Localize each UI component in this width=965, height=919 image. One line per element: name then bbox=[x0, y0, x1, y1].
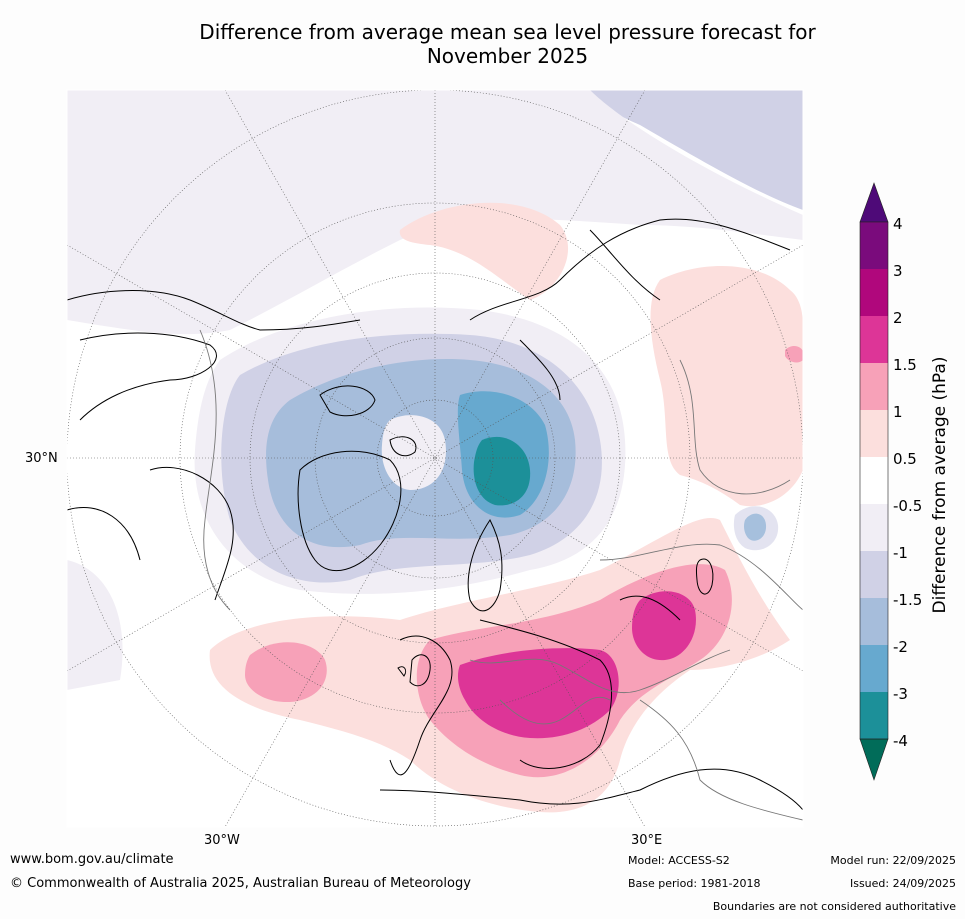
colorbar-segment-2-to-3 bbox=[860, 269, 888, 316]
anomaly-region-north-pacific-plus bbox=[399, 202, 569, 300]
coast-caspian bbox=[695, 558, 714, 595]
colorbar-segment-3-to-4 bbox=[860, 222, 888, 269]
colorbar-tick-minus2: -2 bbox=[893, 638, 908, 656]
map-plot-area bbox=[67, 90, 803, 827]
colorbar-tick-minus1.5: -1.5 bbox=[893, 591, 923, 609]
map-title: Difference from average mean sea level p… bbox=[0, 20, 965, 68]
anomaly-region-west-atlantic-light bbox=[67, 560, 123, 690]
colorbar-segment-minus3-to-minus4 bbox=[860, 692, 888, 739]
colorbar-segment-minus1-to-minus1.5 bbox=[860, 551, 888, 598]
colorbar-segment-0.5-to-1 bbox=[860, 410, 888, 457]
colorbar-segment-1.5-to-2 bbox=[860, 316, 888, 363]
colorbar-extend-bottom bbox=[859, 738, 889, 781]
longitude-label-30e: 30°E bbox=[631, 833, 663, 848]
anomaly-region-atlantic-plus1 bbox=[245, 642, 327, 703]
colorbar-tick-1: 1 bbox=[893, 403, 903, 421]
colorbar-segment-minus2-to-minus3 bbox=[860, 645, 888, 692]
graticule bbox=[67, 90, 803, 827]
model-run-date: Model run: 22/09/2025 bbox=[830, 854, 956, 867]
anomaly-region-central-asia-minus1 bbox=[733, 506, 779, 551]
longitude-label-30w: 30°W bbox=[204, 833, 240, 848]
title-line-2: November 2025 bbox=[426, 44, 589, 68]
colorbar-tick-4: 4 bbox=[893, 215, 903, 233]
anomaly-region-caspian-plus1.5 bbox=[632, 591, 696, 661]
colorbar-segment-minus0.5-to-minus1 bbox=[860, 504, 888, 551]
colorbar-segment-minus1.5-to-minus2 bbox=[860, 598, 888, 645]
anomaly-region-europe-plus1.5 bbox=[457, 648, 619, 739]
colorbar-tick-minus0.5: -0.5 bbox=[893, 497, 923, 515]
coast-british-isles bbox=[397, 654, 431, 687]
bom-climate-link[interactable]: www.bom.gov.au/climate bbox=[10, 852, 174, 867]
copyright-text: © Commonwealth of Australia 2025, Austra… bbox=[10, 876, 471, 891]
coast-greenland bbox=[297, 450, 402, 572]
anomaly-region-small-asia-plus bbox=[785, 345, 803, 363]
coast-africa-mideast bbox=[379, 768, 803, 811]
issued-date: Issued: 24/09/2025 bbox=[849, 877, 956, 890]
anomaly-region-northeast-pacific bbox=[590, 90, 803, 210]
coast-siberia bbox=[469, 218, 791, 401]
country-borders bbox=[199, 329, 803, 821]
title-line-1: Difference from average mean sea level p… bbox=[199, 20, 816, 44]
colorbar-tick-1.5: 1.5 bbox=[893, 356, 917, 374]
colorbar bbox=[859, 182, 889, 781]
boundaries-disclaimer: Boundaries are not considered authoritat… bbox=[712, 900, 956, 913]
colorbar-tick-3: 3 bbox=[893, 262, 903, 280]
latitude-label-30n: 30°N bbox=[25, 451, 58, 466]
colorbar-tick-minus1: -1 bbox=[893, 544, 908, 562]
anomaly-region-asia-plus bbox=[650, 266, 803, 507]
map-frame bbox=[66, 89, 804, 828]
colorbar-tick-0.5: 0.5 bbox=[893, 450, 917, 468]
colorbar-outline bbox=[859, 221, 889, 740]
colorbar-title: Difference from average (hPa) bbox=[930, 356, 950, 614]
coast-arctic-islands bbox=[319, 385, 417, 457]
colorbar-segment-neutral bbox=[860, 457, 888, 504]
coast-scandinavia bbox=[467, 519, 503, 612]
model-name: Model: ACCESS-S2 bbox=[628, 854, 730, 867]
base-period: Base period: 1981-2018 bbox=[628, 877, 761, 890]
colorbar-tick-2: 2 bbox=[893, 309, 903, 327]
colorbar-tick-minus3: -3 bbox=[893, 685, 908, 703]
colorbar-segment-1-to-1.5 bbox=[860, 363, 888, 410]
colorbar-extend-top bbox=[859, 182, 889, 223]
colorbar-tick-minus4: -4 bbox=[893, 732, 908, 750]
